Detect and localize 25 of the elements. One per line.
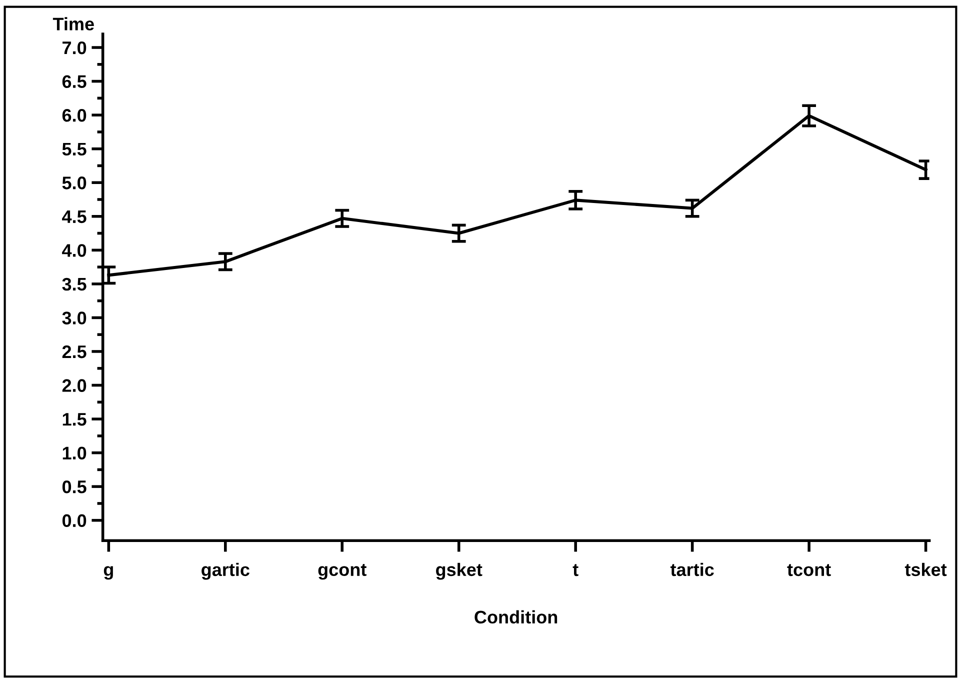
x-tick-label: tartic	[670, 562, 714, 576]
x-tick-label: tcont	[787, 564, 831, 576]
y-tick-label: 2.5	[62, 345, 86, 358]
y-tick-label: 7.0	[62, 41, 86, 54]
x-tick-label: gsket	[436, 562, 482, 580]
x-tick-label: g	[104, 566, 113, 580]
y-tick-label: 6.5	[62, 75, 86, 88]
x-tick-label: gcont	[318, 564, 366, 580]
y-tick-label: 1.5	[62, 413, 86, 426]
y-tick-label: 2.0	[62, 379, 86, 392]
y-tick-label: 0.5	[62, 480, 86, 494]
y-tick-label: 1.0	[62, 446, 86, 460]
y-tick-label: 3.5	[62, 278, 86, 291]
y-tick-label: 4.0	[62, 244, 86, 257]
x-axis-title: Condition	[474, 610, 558, 624]
y-tick-label: 6.0	[62, 108, 86, 122]
x-tick-label: t	[572, 564, 578, 576]
y-tick-label: 5.0	[62, 176, 86, 190]
y-tick-label: 5.5	[62, 142, 86, 156]
y-axis-title: Time	[52, 17, 94, 30]
y-tick-label: 3.0	[62, 312, 86, 324]
x-tick-label: tsket	[904, 562, 947, 576]
y-tick-label: 0.0	[62, 514, 86, 528]
y-tick-label: 4.5	[62, 210, 86, 224]
x-tick-label: gartic	[202, 562, 250, 580]
